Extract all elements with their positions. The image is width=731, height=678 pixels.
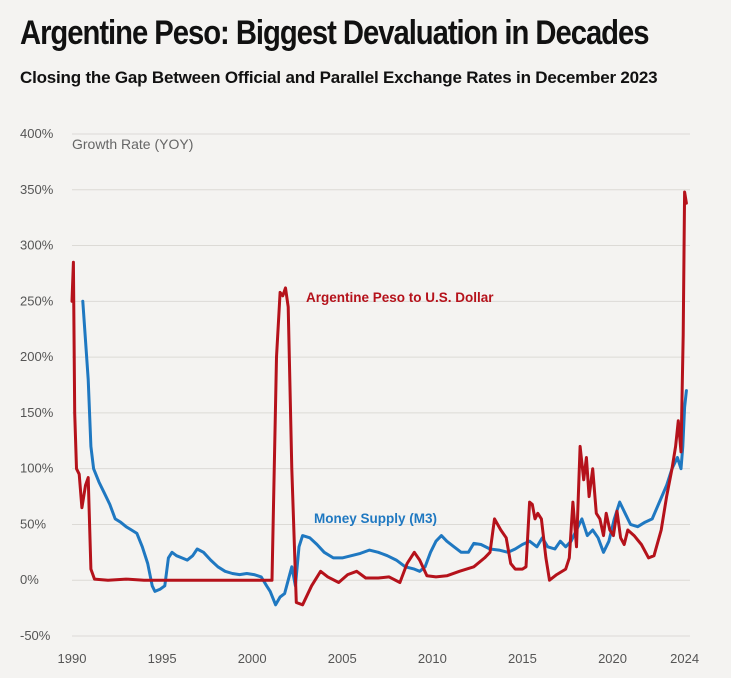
y-tick-label: 300%	[20, 238, 54, 253]
m3-series-label: Money Supply (M3)	[314, 511, 437, 526]
x-tick-label: 2024	[670, 651, 699, 666]
x-tick-label: 2000	[238, 651, 267, 666]
y-tick-label: 400%	[20, 126, 54, 141]
y-axis-ticks: -50% 0% 50% 100% 150% 200% 250% 300% 350% 400%	[20, 126, 54, 643]
x-tick-label: 2005	[328, 651, 357, 666]
y-tick-label: 50%	[20, 516, 46, 531]
y-tick-label: 350%	[20, 182, 54, 197]
chart-subtitle: Closing the Gap Between Official and Par…	[20, 68, 658, 87]
y-tick-label: 0%	[20, 572, 39, 587]
y-tick-label: 100%	[20, 461, 54, 476]
peso-series-label: Argentine Peso to U.S. Dollar	[306, 290, 494, 305]
y-tick-label: 250%	[20, 293, 54, 308]
peso-series-line	[70, 190, 688, 607]
series-lines	[70, 190, 688, 607]
m3-series-line	[81, 299, 688, 607]
x-axis-ticks: 1990 1995 2000 2005 2010 2015 2020 2024	[58, 651, 700, 666]
gridlines	[72, 133, 690, 637]
y-tick-label: 200%	[20, 349, 54, 364]
x-tick-label: 2010	[418, 651, 447, 666]
x-tick-label: 2020	[598, 651, 627, 666]
y-tick-label: 150%	[20, 405, 54, 420]
x-tick-label: 1990	[58, 651, 87, 666]
chart-title: Argentine Peso: Biggest Devaluation in D…	[20, 14, 650, 52]
y-axis-label: Growth Rate (YOY)	[72, 136, 193, 152]
y-tick-label: -50%	[20, 628, 51, 643]
x-tick-label: 1995	[148, 651, 177, 666]
x-tick-label: 2015	[508, 651, 537, 666]
